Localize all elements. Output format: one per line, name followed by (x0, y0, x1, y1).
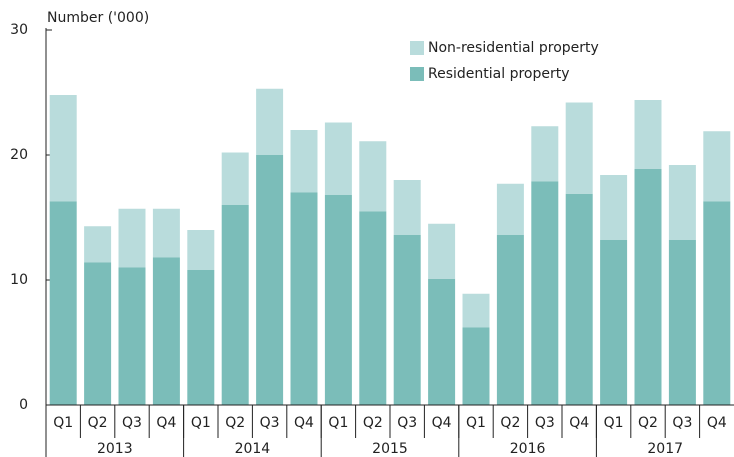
bar-segment (152, 208, 180, 258)
x-tick-label: Q2 (363, 415, 383, 431)
y-tick-label: 0 (19, 397, 28, 413)
group-label: 2017 (647, 441, 683, 457)
bar-segment (531, 181, 559, 405)
bar-segment (393, 235, 421, 405)
bar-segment (668, 240, 696, 405)
x-tick-label: Q4 (156, 415, 176, 431)
bar-segment (187, 230, 215, 270)
x-tick-label: Q2 (225, 415, 245, 431)
x-tick-label: Q2 (88, 415, 108, 431)
bar-segment (428, 278, 456, 405)
x-tick-label: Q3 (260, 415, 280, 431)
bar-segment (600, 240, 628, 405)
x-tick-label: Q1 (466, 415, 486, 431)
bar-segment (49, 95, 77, 202)
x-tick-label: Q2 (638, 415, 658, 431)
bar-segment (256, 88, 284, 155)
x-tick-label: Q3 (397, 415, 417, 431)
bar-segment (496, 235, 524, 405)
legend-label: Non-residential property (428, 40, 599, 56)
y-tick-label: 20 (10, 147, 28, 163)
bar-segment (393, 180, 421, 235)
bar-segment (221, 205, 249, 405)
bar-segment (49, 201, 77, 405)
x-tick-label: Q3 (122, 415, 142, 431)
bar-segment (703, 131, 731, 202)
bar-segment (118, 267, 146, 405)
bar-segment (359, 141, 387, 212)
x-tick-label: Q1 (53, 415, 73, 431)
bar-segment (118, 208, 146, 268)
x-tick-label: Q3 (535, 415, 555, 431)
bar-segment (152, 257, 180, 405)
y-axis-label: Number ('000) (47, 10, 149, 26)
group-label: 2015 (372, 441, 408, 457)
bar-segment (462, 293, 490, 328)
bar-segment (428, 223, 456, 279)
bar-segment (634, 100, 662, 169)
legend-label: Residential property (428, 66, 570, 82)
bar-segment (290, 192, 318, 405)
bar-segment (703, 201, 731, 405)
y-tick-label: 10 (10, 272, 28, 288)
group-label: 2014 (235, 441, 271, 457)
bar-segment (565, 102, 593, 194)
group-label: 2016 (510, 441, 546, 457)
group-label: 2013 (97, 441, 133, 457)
bar-segment (634, 168, 662, 405)
bar-segment (668, 165, 696, 240)
bar-segment (531, 126, 559, 182)
bar-segment (84, 262, 112, 405)
x-tick-label: Q4 (569, 415, 589, 431)
bar-segment (221, 152, 249, 205)
bar-segment (600, 175, 628, 240)
x-tick-label: Q1 (191, 415, 211, 431)
legend-swatch (410, 41, 424, 55)
x-tick-label: Q4 (707, 415, 727, 431)
bar-segment (256, 155, 284, 405)
y-tick-label: 30 (10, 22, 28, 38)
bar-segment (565, 193, 593, 405)
x-tick-label: Q1 (328, 415, 348, 431)
bar-segment (324, 195, 352, 405)
bar-segment (462, 327, 490, 405)
x-tick-label: Q1 (604, 415, 624, 431)
bar-segment (324, 122, 352, 195)
bar-segment (359, 211, 387, 405)
x-tick-label: Q4 (294, 415, 314, 431)
x-tick-label: Q4 (432, 415, 452, 431)
bar-segment (84, 226, 112, 263)
bar-segment (290, 130, 318, 193)
x-tick-label: Q2 (500, 415, 520, 431)
legend-swatch (410, 67, 424, 81)
bar-segment (187, 270, 215, 405)
x-tick-label: Q3 (672, 415, 692, 431)
bar-segment (496, 183, 524, 235)
